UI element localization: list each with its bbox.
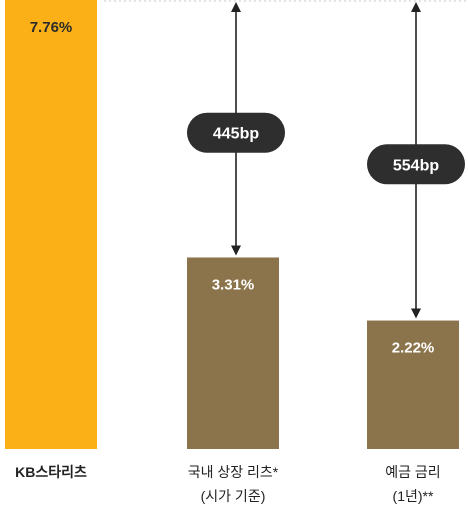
spread-arrow-head-up-2 [411, 2, 421, 12]
value-label-1: 7.76% [30, 19, 73, 36]
spread-arrows-layer: 445bp 554bp [187, 2, 465, 319]
labels-layer: 7.76% 3.31% 2.22% KB스타리츠 국내 상장 리츠* (시가 기준) 예금 … [15, 19, 441, 504]
category-label-1: KB스타리츠 [15, 464, 87, 480]
value-label-2: 3.31% [212, 276, 255, 293]
spread-arrow-2: 554bp [367, 2, 465, 319]
spread-label-1: 445bp [213, 126, 259, 143]
spread-arrow-head-down-2 [411, 308, 421, 319]
spread-label-2: 554bp [393, 157, 439, 174]
spread-badge-2 [367, 144, 465, 185]
spread-badge-1 [187, 112, 285, 153]
spread-arrow-head-up-1 [231, 2, 241, 12]
spread-arrow-1: 445bp [187, 2, 285, 256]
category-label-3-line-2: (1년)** [393, 488, 434, 504]
value-label-3: 2.22% [392, 340, 435, 357]
spread-arrow-head-down-1 [231, 245, 241, 256]
bar-3 [367, 320, 459, 449]
category-label-2-line-1: 국내 상장 리츠* [188, 464, 279, 480]
bar-2 [187, 257, 279, 449]
category-label-2-line-2: (시가 기준) [201, 488, 266, 504]
category-label-3-line-1: 예금 금리 [385, 464, 440, 480]
bars-layer [5, 0, 459, 449]
bar-1 [5, 0, 97, 449]
